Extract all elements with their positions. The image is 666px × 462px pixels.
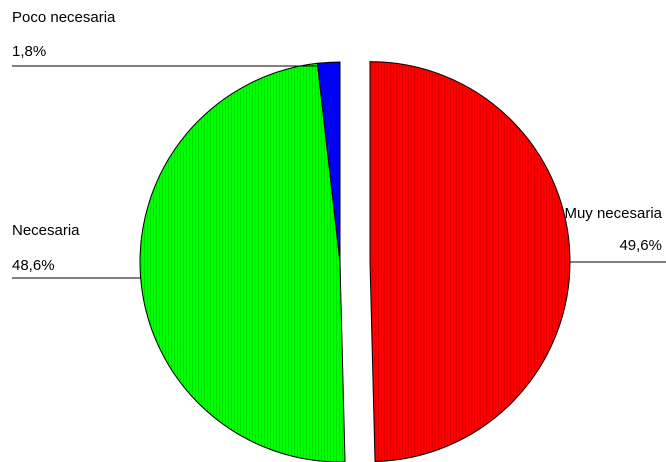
slice-value-muy-necesaria: 49,6% (619, 237, 662, 254)
leader-lines (12, 65, 666, 279)
slice-label-muy-necesaria: Muy necesaria (564, 205, 662, 222)
pie-slice-texture-poco-necesaria (317, 62, 340, 262)
pie-slice-texture-muy-necesaria (369, 61, 570, 462)
slice-value-poco-necesaria: 1,8% (12, 43, 46, 60)
slice-label-poco-necesaria: Poco necesaria (12, 9, 116, 26)
pie-slices (139, 61, 571, 462)
slice-labels: Muy necesaria 49,6% Necesaria 48,6% Poco nec… (12, 9, 663, 274)
pie-slice-texture-necesaria (139, 63, 346, 462)
slice-value-necesaria: 48,6% (12, 257, 55, 274)
slice-label-necesaria: Necesaria (12, 222, 80, 239)
